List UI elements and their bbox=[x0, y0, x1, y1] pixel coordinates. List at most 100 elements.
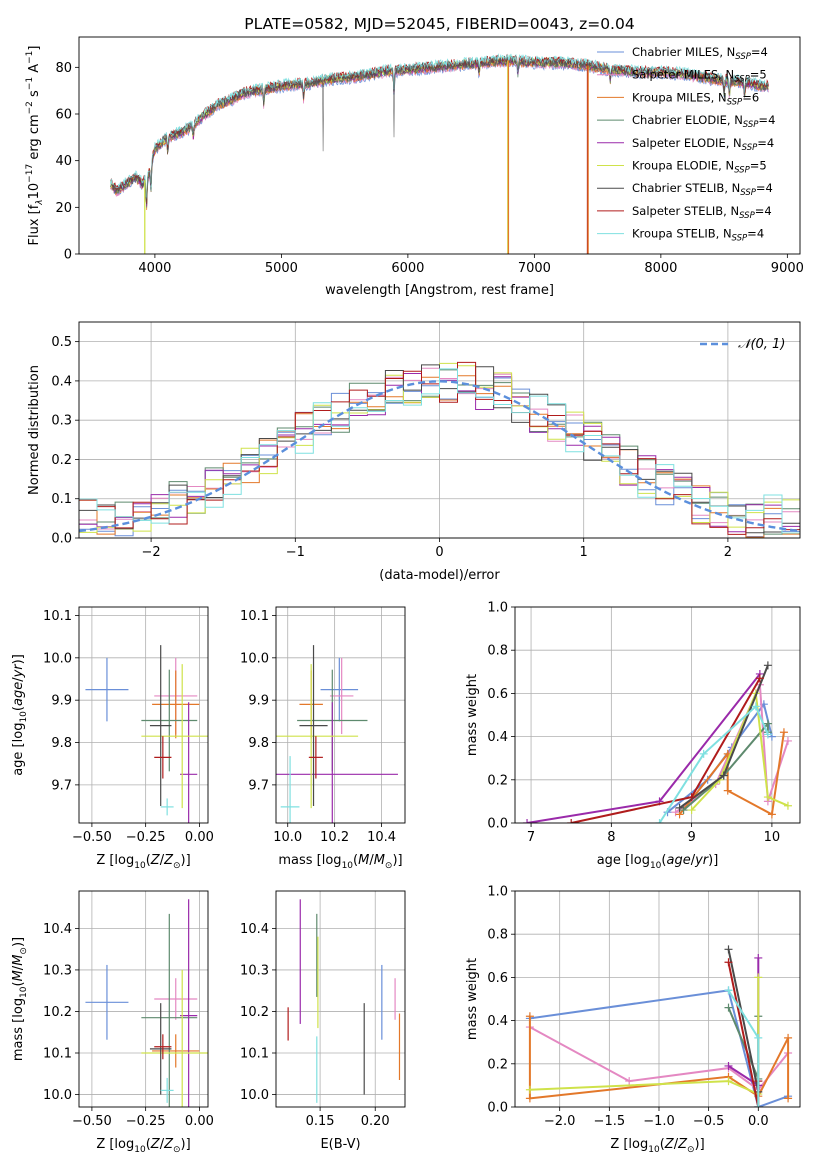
x-tick-label: 6000 bbox=[391, 261, 424, 276]
label-part: 10 bbox=[134, 861, 146, 871]
legend-nssp-eq: = bbox=[757, 136, 767, 150]
x-tick-label: 4000 bbox=[138, 261, 171, 276]
label-part: age [log bbox=[597, 853, 650, 868]
point-marker bbox=[671, 808, 680, 817]
y-tick-label: 9.8 bbox=[248, 736, 269, 751]
axis-label: Z [log10(Z/Z⊙)] bbox=[610, 1137, 704, 1155]
y-tick-label: 0.0 bbox=[51, 532, 72, 547]
label-part: Z bbox=[677, 1137, 688, 1152]
plot-area bbox=[110, 53, 769, 254]
y-tick-label: 10.1 bbox=[43, 1047, 72, 1062]
label-part: M bbox=[11, 955, 26, 966]
legend-sep: , bbox=[718, 68, 725, 82]
label-part: −17 bbox=[25, 164, 35, 183]
x-tick-label: 10.0 bbox=[273, 830, 302, 845]
point-marker bbox=[779, 728, 788, 737]
normal-reference-curve bbox=[79, 380, 800, 533]
x-axis-label: E(B-V) bbox=[320, 1137, 360, 1152]
label-part: )] bbox=[181, 853, 191, 868]
legend-nssp-value: 4 bbox=[764, 204, 771, 218]
y-tick-label: 10.4 bbox=[240, 922, 269, 937]
legend-nssp-eq: = bbox=[742, 90, 752, 104]
y-tick-label: 40 bbox=[55, 154, 72, 169]
x-tick-label: 9 bbox=[687, 830, 695, 845]
y-tick-label: 0.6 bbox=[487, 687, 508, 702]
axes-frame bbox=[275, 606, 406, 824]
label-part: / bbox=[11, 965, 26, 970]
axes-frame bbox=[514, 890, 801, 1108]
point-marker bbox=[783, 801, 792, 810]
x-tick-label: 0.15 bbox=[306, 1114, 335, 1129]
histogram-series bbox=[79, 368, 800, 534]
point-marker bbox=[751, 702, 760, 711]
axes-frame bbox=[78, 36, 801, 255]
axes-frame bbox=[78, 606, 209, 824]
legend-series-name: Kroupa ELODIE bbox=[632, 159, 718, 173]
legend-nssp-eq: = bbox=[756, 181, 766, 195]
legend-nssp-sub: SSP bbox=[739, 211, 755, 221]
observed-spectrum bbox=[110, 56, 769, 202]
y-tick-label: 0.4 bbox=[487, 1014, 508, 1029]
legend-nssp-value: 4 bbox=[766, 181, 773, 195]
y-tick-label: 10.2 bbox=[240, 1005, 269, 1020]
chart-mass-vs-ebv: 0.15 0.20 10.0 10.1 10.2 10.3 10.4 bbox=[240, 890, 406, 1129]
x-tick-label: −0.50 bbox=[72, 1114, 112, 1129]
weight-line bbox=[682, 720, 769, 811]
y-tick-label: 0.4 bbox=[487, 730, 508, 745]
chart-mass-vs-z: −0.50 −0.25 0.00 10.0 10.1 10.2 10.3 10.4 bbox=[43, 890, 214, 1129]
point-marker bbox=[723, 786, 732, 795]
label-part: age [log bbox=[11, 723, 26, 776]
legend-series-name: Kroupa MILES bbox=[632, 90, 711, 104]
legend-entry: 𝒩(0, 1) bbox=[738, 337, 785, 352]
label-part: M bbox=[358, 853, 369, 868]
point-marker bbox=[767, 810, 776, 819]
y-tick-label: 0.5 bbox=[51, 335, 72, 350]
x-tick-label: −2.0 bbox=[544, 1114, 576, 1129]
y-axis-label: Flux [fλ10−17 erg cm−2 s−1 A−1] bbox=[25, 46, 45, 246]
label-part: s bbox=[27, 90, 42, 101]
legend-nssp-prefix: N bbox=[727, 45, 736, 59]
point-marker bbox=[525, 1085, 534, 1094]
point-marker bbox=[754, 973, 763, 982]
point-marker bbox=[784, 1033, 793, 1042]
x-tick-label: −0.25 bbox=[126, 830, 166, 845]
legend-nssp-sub: SSP bbox=[743, 120, 759, 130]
label-part: M bbox=[11, 970, 26, 981]
x-tick-label: 0.00 bbox=[185, 830, 214, 845]
label-part: 10 bbox=[342, 861, 354, 871]
y-tick-label: 9.9 bbox=[51, 694, 72, 709]
label-part: 10 bbox=[650, 861, 662, 871]
legend-entry: Salpeter ELODIE, NSSP=4 bbox=[632, 136, 774, 153]
point-marker bbox=[625, 1077, 634, 1086]
chart-age-vs-mass: 10.0 10.2 10.4 9.7 9.8 9.9 10.0 10.1 bbox=[240, 606, 406, 845]
point-marker bbox=[755, 674, 764, 683]
chart-mass-weight-vs-z: −2.0 −1.5 −1.0 −0.5 0.0 0.0 0.2 0.4 0.6 0.8 1.0 bbox=[487, 885, 801, 1129]
axes-frame bbox=[78, 321, 801, 539]
legend-nssp-sub: SSP bbox=[734, 166, 750, 176]
y-tick-label: 10.1 bbox=[43, 609, 72, 624]
x-tick-label: −1.5 bbox=[594, 1114, 626, 1129]
legend-nssp-prefix: N bbox=[730, 204, 739, 218]
legend-entry: Kroupa STELIB, NSSP=4 bbox=[632, 227, 764, 244]
point-marker bbox=[763, 661, 772, 670]
y-tick-label: 0.2 bbox=[487, 1057, 508, 1072]
point-marker bbox=[724, 945, 733, 954]
point-marker bbox=[724, 1077, 733, 1086]
x-tick-label: −2 bbox=[142, 545, 161, 560]
label-part: yr bbox=[11, 663, 26, 679]
y-tick-label: 0.1 bbox=[51, 492, 72, 507]
plot-area bbox=[525, 945, 793, 1107]
label-part: λ bbox=[35, 199, 45, 205]
y-tick-label: 20 bbox=[55, 201, 72, 216]
label-part: age bbox=[666, 853, 690, 868]
y-tick-label: 1.0 bbox=[487, 885, 508, 900]
axes-frame bbox=[514, 606, 801, 824]
label-part: ( bbox=[661, 853, 666, 868]
x-tick-label: 2 bbox=[724, 545, 732, 560]
weight-line bbox=[526, 673, 761, 823]
legend-sep: , bbox=[711, 90, 718, 104]
point-marker bbox=[567, 819, 576, 823]
point-marker bbox=[719, 771, 728, 780]
legend-nssp-eq: = bbox=[750, 68, 760, 82]
label-part: Z [log bbox=[96, 1137, 134, 1152]
